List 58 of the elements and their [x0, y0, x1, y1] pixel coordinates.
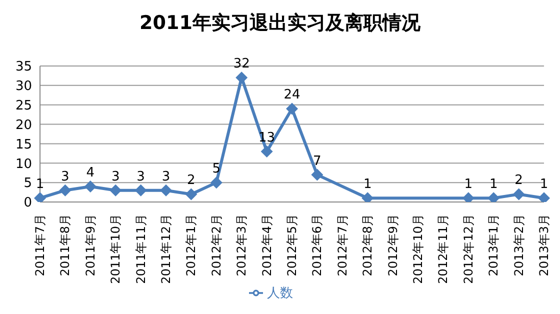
y-tick-label: 0 [24, 196, 32, 211]
chart-title: 2011年实习退出实习及离职情况 [138, 11, 422, 36]
y-tick-label: 20 [15, 118, 32, 133]
y-tick-label: 10 [15, 156, 32, 172]
y-tick-label: 35 [15, 60, 32, 75]
data-label: 3 [61, 169, 70, 184]
data-label: 7 [313, 154, 322, 169]
point [210, 176, 222, 189]
x-tick-label: 2012年9月 [386, 214, 400, 276]
x-tick-label: 2012年8月 [360, 214, 375, 276]
data-label: 1 [489, 177, 498, 192]
data-label: 3 [162, 169, 170, 184]
point [236, 72, 248, 84]
y-tick-label: 30 [15, 79, 32, 94]
y-tick-label: 25 [15, 98, 32, 114]
data-label: 24 [284, 88, 300, 103]
data-label: 4 [86, 165, 95, 180]
x-tick-label: 2011年8月 [58, 214, 72, 276]
x-tick-label: 2012年3月 [234, 214, 249, 276]
data-label: 1 [36, 177, 44, 192]
x-tick-label: 2011年7月 [33, 214, 47, 276]
x-tick-label: 2012年2月 [209, 214, 224, 276]
data-label: 1 [363, 177, 372, 192]
x-tick-label: 2011年10月 [108, 214, 123, 284]
point [134, 184, 147, 196]
point [110, 184, 122, 196]
x-tick-label: 2012年6月 [310, 214, 324, 276]
y-tick-label: 15 [15, 137, 32, 152]
point [185, 188, 198, 200]
point [160, 184, 172, 196]
data-label: 2 [187, 173, 196, 188]
point [286, 102, 298, 115]
x-tick-label: 2013年1月 [486, 214, 501, 276]
point [311, 168, 324, 181]
point [84, 180, 96, 192]
x-tick-label: 2012年1月 [184, 214, 198, 276]
point [260, 145, 273, 158]
x-tick-label: 2011年12月 [159, 214, 173, 284]
x-tick-label: 2011年9月 [83, 214, 98, 276]
x-tick-label: 2012年11月 [436, 214, 450, 284]
point [512, 188, 525, 200]
legend-label: 人数 [267, 286, 293, 301]
x-tick-label: 2012年12月 [461, 214, 476, 284]
data-label: 32 [233, 56, 250, 72]
x-tick-label: 2012年7月 [335, 214, 350, 276]
data-label: 1 [540, 177, 548, 192]
y-tick-label: 5 [24, 176, 32, 192]
x-tick-label: 2012年4月 [260, 214, 274, 276]
x-tick-label: 2013年3月 [537, 214, 551, 276]
data-label: 2 [514, 173, 523, 188]
x-tick-label: 2012年5月 [285, 214, 299, 276]
data-label: 3 [136, 169, 145, 184]
x-tick-label: 2013年2月 [512, 214, 526, 276]
x-tick-label: 2011年11月 [134, 214, 148, 284]
data-label: 3 [111, 169, 120, 184]
data-label: 1 [464, 177, 473, 192]
point [59, 184, 72, 196]
x-tick-label: 2012年10月 [411, 214, 425, 284]
